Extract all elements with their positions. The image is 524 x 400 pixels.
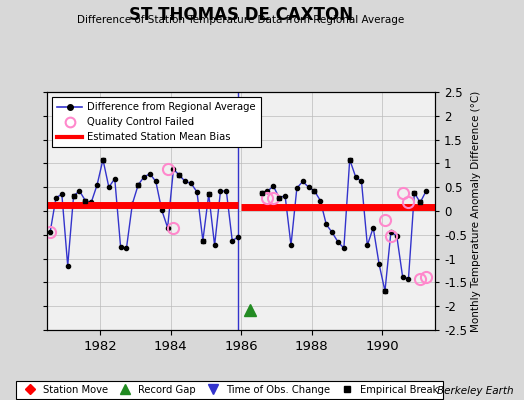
Text: Berkeley Earth: Berkeley Earth <box>437 386 514 396</box>
Legend: Station Move, Record Gap, Time of Obs. Change, Empirical Break: Station Move, Record Gap, Time of Obs. C… <box>16 381 443 399</box>
Text: Difference of Station Temperature Data from Regional Average: Difference of Station Temperature Data f… <box>78 15 405 25</box>
Y-axis label: Monthly Temperature Anomaly Difference (°C): Monthly Temperature Anomaly Difference (… <box>471 90 481 332</box>
Text: ST THOMAS DE CAXTON: ST THOMAS DE CAXTON <box>129 6 353 24</box>
